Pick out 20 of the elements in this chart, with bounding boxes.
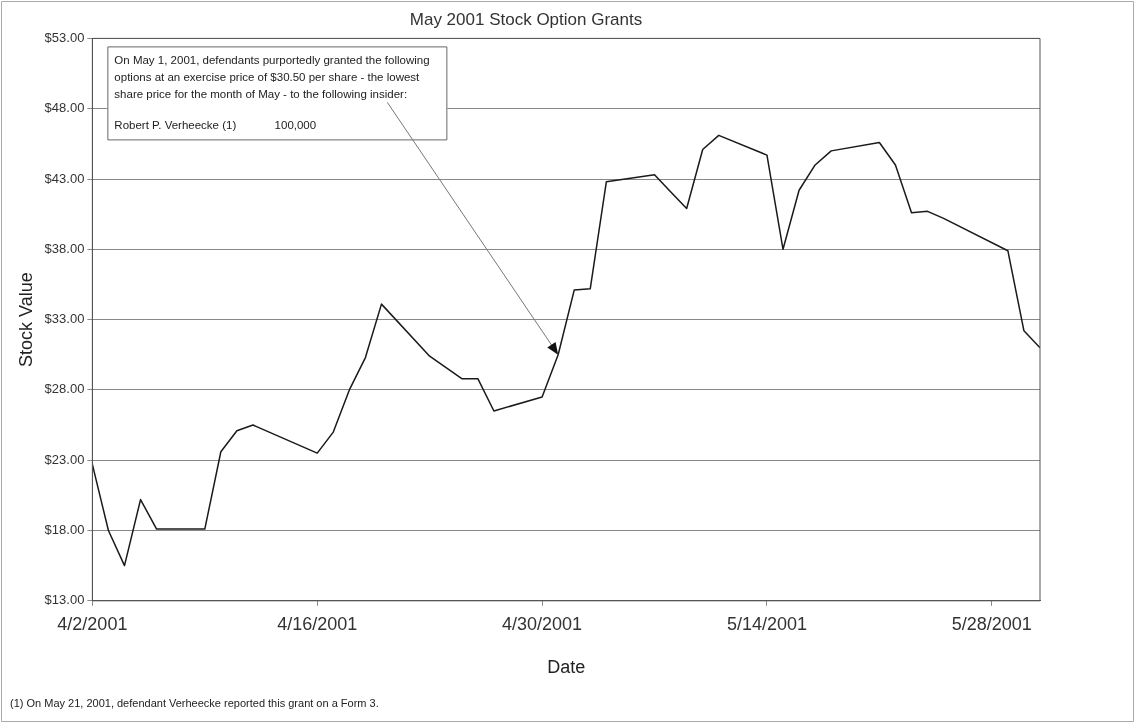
y-tick-label: $33.00	[44, 311, 85, 327]
y-tick-label: $48.00	[44, 100, 85, 116]
y-tick-label: $43.00	[44, 170, 85, 186]
y-tick-label: $28.00	[44, 381, 85, 397]
annotation: On May 1, 2001, defendants purportedly granted the following options at an exercise price of $30.50 per share - the lowest share price for the month of May - to the following insider:	[114, 53, 431, 103]
x-tick-label: 4/30/2001	[502, 613, 583, 634]
y-tick-label: $18.00	[44, 522, 85, 538]
x-tick-label: 4/2/2001	[57, 613, 128, 634]
text: (1) On May 21, 2001, defendant Verheecke reported this grant on a Form 3.	[10, 697, 379, 709]
x-tick-label: 4/16/2001	[277, 613, 358, 634]
y-tick-label: $38.00	[44, 240, 85, 256]
x-tick-label: 5/28/2001	[951, 613, 1032, 634]
y-axis-title: Stock Value	[15, 272, 36, 367]
x-tick-label: 5/14/2001	[726, 613, 807, 634]
y-tick-label: $23.00	[44, 451, 85, 467]
chart-title: May 2001 Stock Option Grants	[409, 9, 643, 29]
annotation: Robert P. Verheecke (1) 100,000	[114, 118, 318, 134]
x-axis-title: Date	[547, 657, 586, 678]
y-tick-label: $53.00	[44, 29, 85, 45]
y-tick-label: $13.00	[44, 592, 85, 608]
